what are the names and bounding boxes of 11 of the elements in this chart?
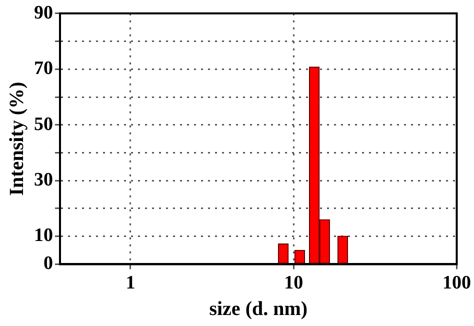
y-tick-label: 90 [34,2,53,24]
x-axis-title: size (d. nm) [209,298,308,320]
y-tick-label: 30 [34,170,53,191]
y-tick-label: 0 [44,253,53,274]
y-tick-label: 70 [34,58,53,80]
y-axis-title: Intensity (%) [6,82,28,196]
y-tick-label: 10 [34,225,53,246]
x-tick-label: 1 [126,272,136,294]
x-tick-label: 10 [284,272,304,294]
x-tick-label: 100 [442,272,471,294]
y-tick-label: 50 [34,114,53,135]
